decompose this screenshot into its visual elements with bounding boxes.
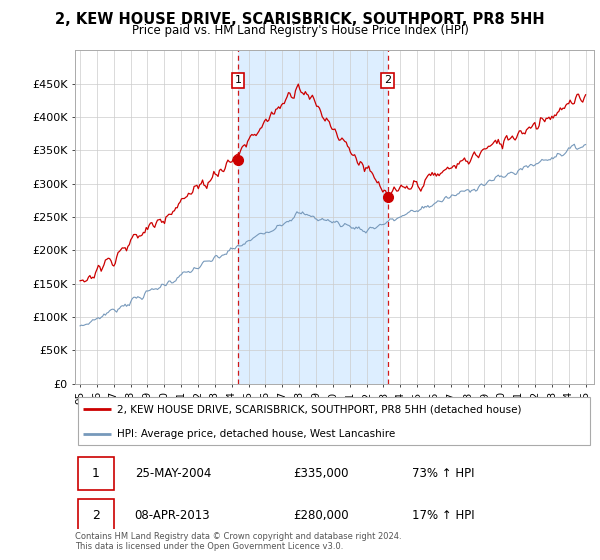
Text: 2, KEW HOUSE DRIVE, SCARISBRICK, SOUTHPORT, PR8 5HH: 2, KEW HOUSE DRIVE, SCARISBRICK, SOUTHPO… [55, 12, 545, 27]
Text: HPI: Average price, detached house, West Lancashire: HPI: Average price, detached house, West… [116, 428, 395, 438]
Text: 73% ↑ HPI: 73% ↑ HPI [412, 466, 475, 480]
Text: £335,000: £335,000 [293, 466, 349, 480]
Text: 17% ↑ HPI: 17% ↑ HPI [412, 509, 475, 522]
FancyBboxPatch shape [77, 398, 590, 445]
Text: 1: 1 [92, 466, 100, 480]
Bar [238, 50, 388, 384]
Text: 25-MAY-2004: 25-MAY-2004 [134, 466, 211, 480]
Text: 08-APR-2013: 08-APR-2013 [134, 509, 211, 522]
Text: Contains HM Land Registry data © Crown copyright and database right 2024.
This d: Contains HM Land Registry data © Crown c… [75, 532, 401, 552]
Text: £280,000: £280,000 [293, 509, 349, 522]
Text: 2: 2 [92, 509, 100, 522]
Text: 1: 1 [235, 76, 242, 85]
Text: 2, KEW HOUSE DRIVE, SCARISBRICK, SOUTHPORT, PR8 5HH (detached house): 2, KEW HOUSE DRIVE, SCARISBRICK, SOUTHPO… [116, 404, 521, 414]
Text: 2: 2 [384, 76, 391, 85]
FancyBboxPatch shape [77, 456, 114, 490]
Text: Price paid vs. HM Land Registry's House Price Index (HPI): Price paid vs. HM Land Registry's House … [131, 24, 469, 36]
FancyBboxPatch shape [77, 499, 114, 532]
